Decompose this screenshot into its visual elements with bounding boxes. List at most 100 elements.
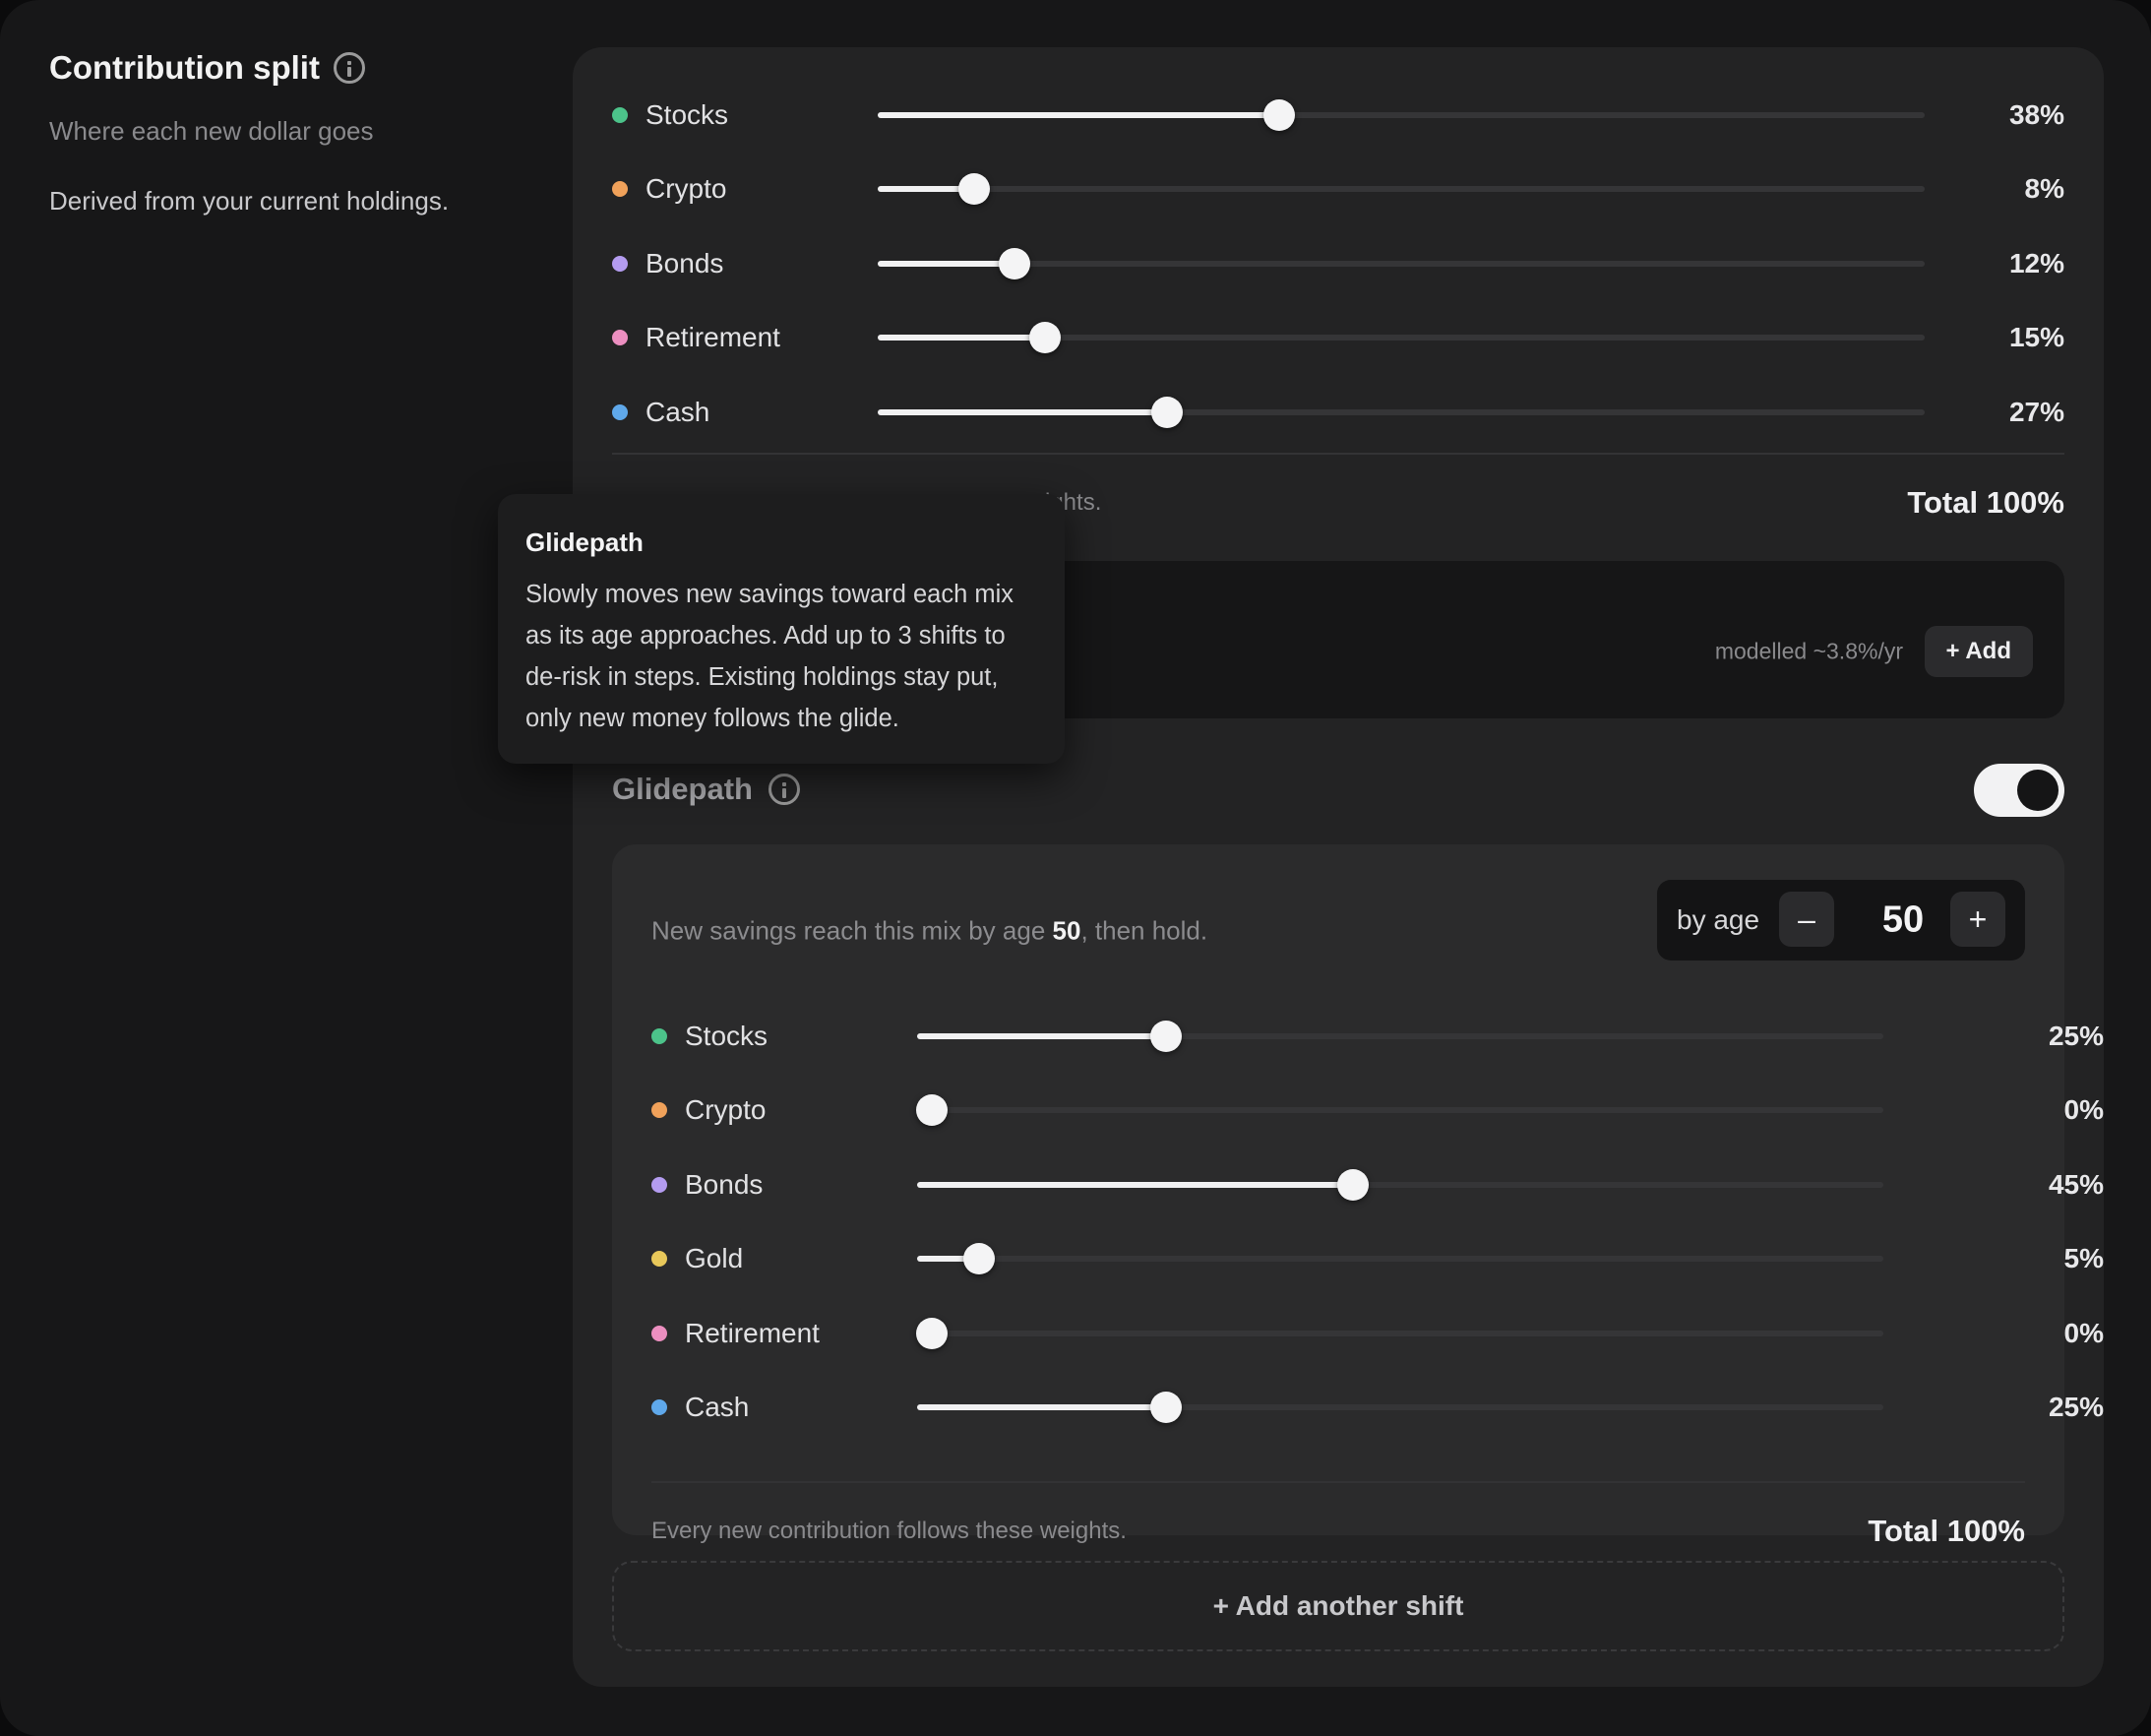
legend-dot [651, 1251, 667, 1268]
section-title-row: Contribution split [49, 49, 541, 87]
glidepath-toggle[interactable] [1974, 764, 2064, 817]
glidepath-title: Glidepath [612, 772, 753, 806]
slider-row-bonds: Bonds 45% [651, 1147, 2104, 1222]
add-button[interactable]: + Add [1924, 626, 2033, 677]
modelled-return: modelled ~3.8%/yr [1714, 638, 1903, 664]
slider-track[interactable] [916, 1317, 1883, 1349]
legend-dot [612, 181, 628, 198]
info-icon[interactable] [333, 52, 365, 84]
asset-label: Bonds [645, 247, 724, 279]
slider-thumb[interactable] [1337, 1168, 1370, 1201]
slider-row-cash: Cash 25% [651, 1371, 2104, 1446]
percent-value: 27% [2008, 396, 2064, 427]
slider-track[interactable] [878, 247, 1925, 279]
slider-track[interactable] [917, 1243, 1883, 1275]
tooltip-title: Glidepath [525, 527, 644, 557]
age-stepper-label: by age [1677, 904, 1760, 935]
slider-thumb[interactable] [1262, 98, 1295, 131]
asset-label: Retirement [645, 322, 780, 353]
asset-label: Gold [685, 1243, 744, 1274]
percent-value: 25% [2048, 1392, 2104, 1423]
slider-thumb[interactable] [1029, 322, 1062, 354]
legend-dot [651, 1176, 667, 1193]
section-title: Contribution split [49, 49, 320, 86]
info-icon[interactable] [768, 774, 800, 805]
asset-label: Cash [645, 396, 710, 427]
slider-row-retirement: Retirement 0% [651, 1296, 2104, 1371]
glidepath-tooltip: Glidepath Slowly moves new savings towar… [498, 494, 1065, 764]
slider-track[interactable] [917, 1168, 1883, 1201]
legend-dot [612, 403, 628, 420]
legend-dot [651, 1027, 667, 1044]
slider-fill [878, 111, 1279, 118]
slider-row-gold: Gold 5% [651, 1222, 2104, 1297]
slider-row-stocks: Stocks 25% [651, 999, 2104, 1074]
increment-button[interactable]: + [1950, 892, 2005, 947]
slider-fill [917, 1404, 1166, 1411]
slider-fill [878, 408, 1168, 415]
legend-dot [651, 1399, 667, 1416]
slider-fill [917, 1181, 1354, 1188]
slider-fill [878, 186, 974, 193]
glidepath-total: Total 100% [1868, 1514, 2025, 1548]
section-intro: Contribution split Where each new dollar… [49, 49, 541, 217]
glidepath-card: New savings reach this mix by age 50, th… [612, 844, 2104, 1548]
slider-row-retirement: Retirement 15% [612, 301, 2064, 376]
glidepath-desc-suffix: , then hold. [1080, 915, 1208, 946]
current-mix-sliders: Stocks 38% Crypto 8% Bonds 12% Retirement 15% Ca… [612, 78, 2064, 450]
slider-fill [878, 335, 1046, 341]
asset-label: Retirement [685, 1317, 820, 1348]
current-total: Total 100% [1907, 485, 2064, 520]
slider-thumb[interactable] [1151, 396, 1184, 428]
glidepath-desc-age: 50 [1052, 915, 1081, 946]
glidepath-desc-prefix: New savings reach this mix by age [651, 915, 1053, 946]
age-value[interactable]: 50 [1881, 899, 1925, 941]
legend-dot [612, 255, 628, 272]
toggle-knob [2017, 770, 2059, 811]
divider [651, 1481, 2025, 1483]
legend-dot [651, 1325, 667, 1341]
asset-label: Cash [685, 1392, 750, 1423]
slider-track[interactable] [878, 98, 1925, 131]
decrement-button[interactable]: – [1779, 892, 1834, 947]
slider-thumb[interactable] [999, 247, 1031, 279]
section-note: Derived from your current holdings. [49, 186, 450, 216]
percent-value: 15% [2008, 322, 2064, 353]
contribution-card: Stocks 38% Crypto 8% Bonds 12% Retirement 15% Ca… [573, 47, 2104, 1687]
slider-fill [878, 260, 1015, 267]
slider-fill [917, 1032, 1166, 1039]
slider-track[interactable] [916, 1094, 1883, 1127]
tooltip-body: Slowly moves new savings toward each mix… [525, 581, 1014, 732]
slider-track[interactable] [917, 1392, 1883, 1424]
slider-thumb[interactable] [1150, 1392, 1182, 1424]
slider-thumb[interactable] [1150, 1020, 1182, 1052]
legend-dot [612, 330, 628, 346]
slider-thumb[interactable] [916, 1317, 948, 1349]
slider-thumb[interactable] [962, 1243, 995, 1275]
glidepath-footer-hint: Every new contribution follows these wei… [651, 1518, 1127, 1544]
slider-track[interactable] [878, 173, 1925, 206]
legend-dot [612, 106, 628, 123]
percent-value: 38% [2008, 98, 2064, 130]
slider-thumb[interactable] [916, 1094, 948, 1127]
slider-row-bonds: Bonds 12% [612, 226, 2064, 301]
slider-thumb[interactable] [957, 173, 990, 206]
asset-label: Crypto [685, 1094, 767, 1126]
slider-track[interactable] [878, 322, 1925, 354]
percent-value: 8% [2024, 173, 2064, 205]
asset-label: Crypto [645, 173, 727, 205]
slider-row-crypto: Crypto 0% [651, 1074, 2104, 1148]
percent-value: 0% [2063, 1317, 2104, 1348]
slider-track[interactable] [917, 1020, 1883, 1052]
slider-track[interactable] [878, 396, 1925, 428]
slider-row-stocks: Stocks 38% [612, 78, 2064, 153]
add-shift-button[interactable]: + Add another shift [612, 1561, 2064, 1651]
glidepath-header: Glidepath [612, 772, 800, 807]
slider-row-cash: Cash 27% [612, 375, 2064, 450]
percent-value: 12% [2008, 247, 2064, 279]
slider-fill [917, 1256, 979, 1263]
glidepath-description: New savings reach this mix by age 50, th… [651, 916, 1207, 947]
age-stepper: by age – 50 + [1657, 880, 2025, 961]
percent-value: 25% [2048, 1020, 2104, 1051]
